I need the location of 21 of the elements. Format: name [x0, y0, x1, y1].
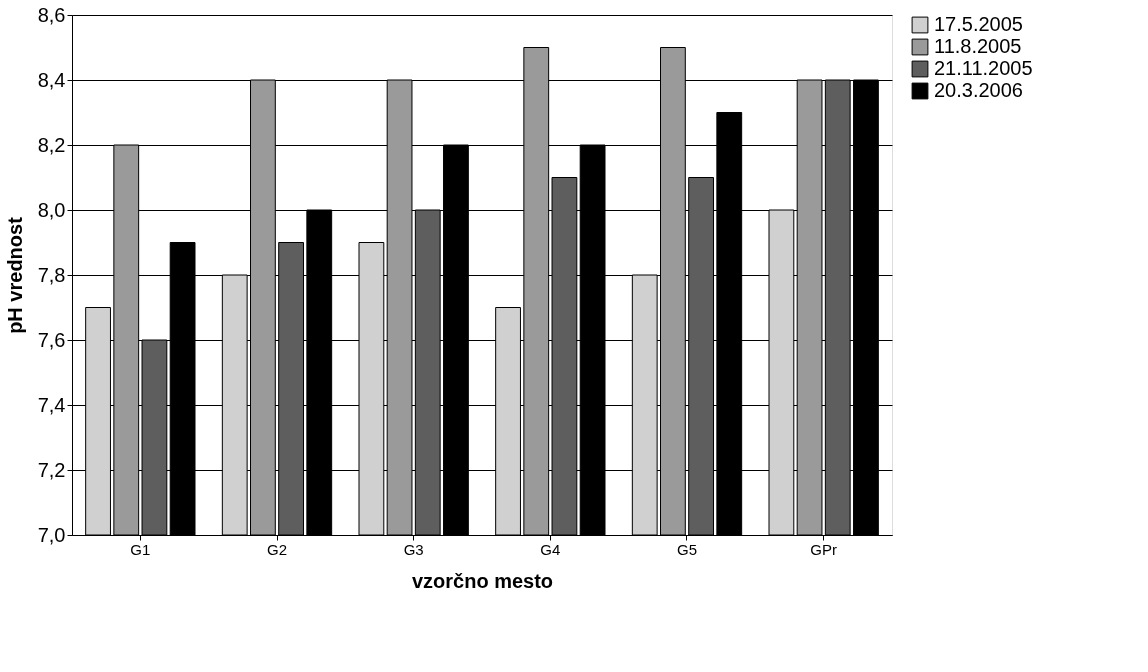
x-axis-title: vzorčno mesto	[411, 569, 554, 592]
y-tick-label: 7,4	[37, 393, 66, 416]
y-tick-label: 7,6	[37, 328, 66, 351]
y-tick-label: 8,6	[37, 3, 66, 26]
legend-label: 20.3.2006	[934, 79, 1023, 101]
x-tick-label: G1	[130, 540, 151, 558]
y-axis-title: pH vrednost	[3, 216, 26, 334]
legend-label: 21.11.2005	[934, 57, 1033, 79]
y-tick-label: 8,0	[37, 198, 66, 221]
y-tick-label: 7,8	[37, 263, 66, 286]
legend-label: 11.8.2005	[934, 35, 1022, 57]
x-tick-label: GPr	[810, 540, 837, 558]
x-tick-label: G3	[403, 540, 424, 558]
y-tick-label: 8,2	[37, 133, 66, 156]
y-tick-label: 8,4	[37, 68, 66, 91]
y-tick-label: 7,0	[37, 523, 66, 546]
x-tick-label: G4	[540, 540, 561, 558]
x-tick-label: G5	[676, 540, 698, 558]
x-tick-label: G2	[266, 540, 288, 558]
legend-label: 17.5.2005	[934, 13, 1023, 35]
y-tick-label: 7,2	[37, 458, 66, 481]
